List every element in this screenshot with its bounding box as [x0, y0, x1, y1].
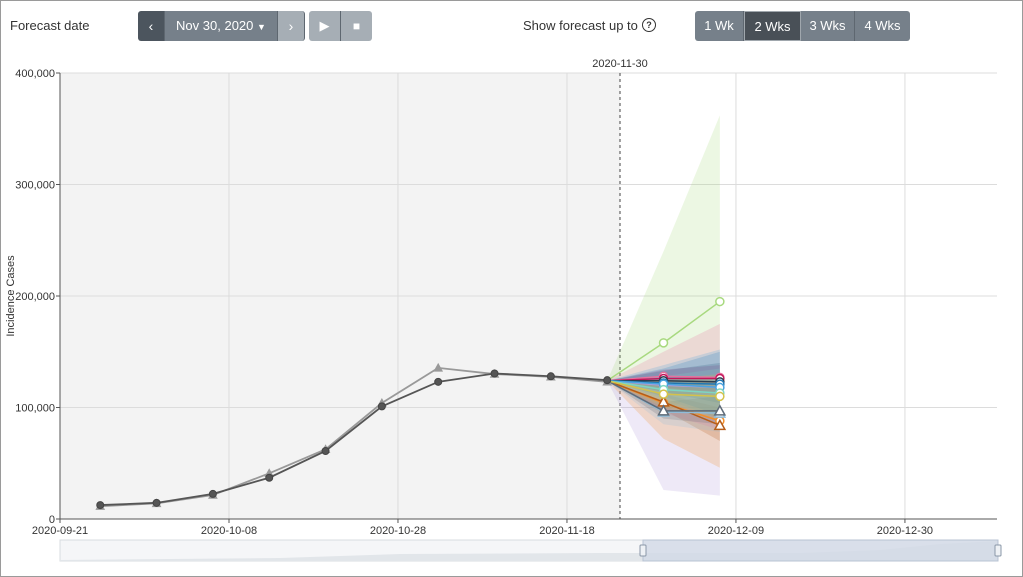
horizon-3wk-button[interactable]: 3 Wks: [801, 11, 855, 41]
forecast-band: [607, 379, 720, 468]
forecast-lines: [606, 296, 727, 431]
x-tick-label: 2020-10-28: [370, 525, 426, 537]
x-tick-label: 2020-12-30: [877, 525, 933, 537]
forecast-point: [715, 391, 725, 402]
prev-date-button[interactable]: ‹: [138, 11, 165, 41]
observed-point: [96, 501, 105, 510]
observed-point: [377, 402, 386, 411]
observed-lines: [95, 362, 613, 510]
observed-point: [603, 376, 612, 385]
x-tick-label: 2020-11-18: [539, 525, 594, 537]
observed-point: [321, 446, 330, 455]
chevron-right-icon: ›: [288, 18, 294, 34]
grid-lines: [60, 72, 997, 519]
play-icon: ▶: [319, 18, 330, 33]
question-circle-icon[interactable]: ?: [642, 18, 656, 32]
observed-point: [546, 372, 555, 381]
observed-line: [100, 372, 608, 506]
y-axis-label: Incidence Cases: [5, 255, 17, 337]
show-forecast-label: Show forecast up to: [523, 18, 638, 33]
x-tick-label: 2020-10-08: [201, 525, 257, 537]
navigator-right-handle[interactable]: [994, 544, 1002, 557]
x-axis-ticks: 2020-09-21 2020-10-08 2020-10-28 2020-11-18…: [32, 519, 933, 537]
x-tick-label: 2020-12-09: [708, 525, 764, 537]
forecast-point: [658, 389, 669, 399]
observed-point: [265, 473, 274, 482]
observed-point: [433, 362, 444, 372]
forecast-point: [713, 418, 727, 431]
caret-down-icon: ▼: [257, 22, 266, 32]
range-navigator[interactable]: [59, 539, 1002, 562]
y-tick-label: 400,000: [15, 68, 55, 80]
horizon-2wk-label: 2 Wks: [754, 19, 791, 34]
forecast-band: [607, 379, 720, 496]
forecast-point: [713, 404, 727, 416]
date-value: Nov 30, 2020: [176, 18, 254, 33]
observed-point: [208, 489, 217, 498]
forecast-point: [657, 404, 670, 416]
horizon-4wk-label: 4 Wks: [864, 18, 901, 33]
stop-icon: ■: [352, 19, 361, 33]
forecast-bands: [607, 115, 720, 496]
navigator-selection[interactable]: [642, 539, 999, 562]
y-tick-label: 0: [49, 514, 55, 526]
forecast-date-line-label: 2020-11-30: [592, 58, 647, 70]
forecast-point: [658, 338, 669, 348]
chevron-left-icon: ‹: [148, 18, 154, 34]
y-tick-label: 100,000: [15, 403, 55, 415]
forecast-point: [715, 296, 725, 307]
horizon-1wk-label: 1 Wk: [704, 18, 734, 33]
observed-point: [490, 369, 499, 378]
observed-point: [152, 498, 161, 507]
date-dropdown[interactable]: Nov 30, 2020 ▼: [165, 11, 278, 41]
horizon-1wk-button[interactable]: 1 Wk: [695, 11, 744, 41]
horizon-4wk-button[interactable]: 4 Wks: [855, 11, 910, 41]
y-tick-label: 300,000: [15, 180, 55, 192]
horizon-2wk-button[interactable]: 2 Wks: [744, 11, 801, 41]
stop-button[interactable]: ■: [341, 11, 372, 41]
navigator-left-handle[interactable]: [639, 544, 647, 557]
observed-point: [434, 377, 443, 386]
play-button[interactable]: ▶: [309, 11, 341, 41]
forecast-band: [607, 115, 720, 415]
horizon-3wk-label: 3 Wks: [809, 18, 846, 33]
y-tick-label: 200,000: [15, 291, 55, 303]
next-date-button[interactable]: ›: [278, 11, 305, 41]
y-axis-ticks: 0 100,000 200,000 300,000 400,000: [15, 68, 60, 526]
forecast-date-label: Forecast date: [10, 18, 90, 33]
x-tick-label: 2020-09-21: [32, 525, 88, 537]
